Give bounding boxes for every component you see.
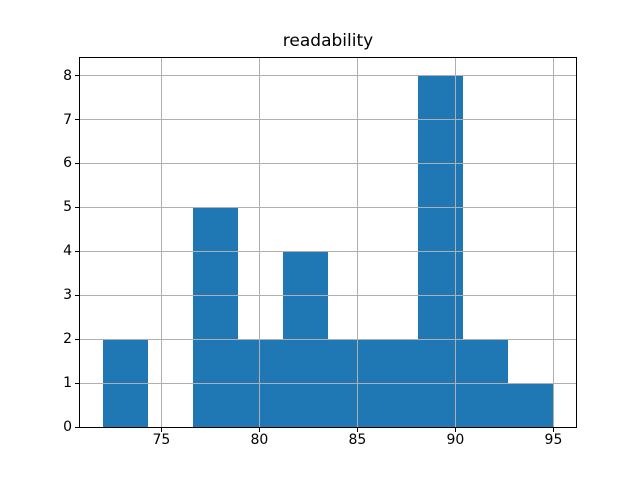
gridline-horizontal: [80, 338, 576, 340]
gridline-vertical: [454, 58, 456, 427]
y-tick-mark: [75, 75, 79, 77]
y-tick-mark: [75, 250, 79, 252]
plot-area: [79, 57, 577, 428]
y-tick-label: 5: [63, 199, 72, 216]
gridline-vertical: [160, 58, 162, 427]
y-tick-mark: [75, 206, 79, 208]
chart-title: readability: [282, 31, 374, 51]
y-tick-label: 0: [63, 419, 72, 435]
gridline-horizontal: [80, 162, 576, 164]
y-tick-label: 1: [63, 375, 72, 392]
gridline-horizontal: [80, 206, 576, 208]
histogram-bar: [192, 207, 238, 427]
y-tick-label: 2: [63, 331, 72, 348]
gridline-horizontal: [80, 119, 576, 120]
y-tick-label: 4: [63, 243, 72, 260]
y-tick-label: 3: [63, 287, 72, 304]
x-tick-mark: [356, 428, 358, 432]
y-tick-label: 7: [63, 111, 72, 128]
y-tick-mark: [75, 426, 79, 428]
y-tick-label: 6: [63, 155, 72, 172]
y-tick-mark: [75, 294, 79, 296]
y-tick-mark: [75, 162, 79, 164]
y-tick-label: 8: [63, 67, 72, 84]
histogram-bar: [508, 383, 554, 427]
gridline-vertical: [258, 58, 260, 427]
x-tick-mark: [160, 428, 162, 432]
x-tick-label: 90: [446, 432, 465, 448]
x-tick-label: 85: [348, 432, 367, 448]
x-tick-label: 95: [544, 432, 563, 448]
gridline-horizontal: [80, 382, 576, 384]
gridline-horizontal: [80, 294, 576, 296]
gridline-horizontal: [80, 250, 576, 252]
gridline-horizontal: [80, 75, 576, 77]
x-tick-label: 75: [152, 432, 171, 448]
y-tick-mark: [75, 338, 79, 340]
x-tick-mark: [258, 428, 260, 432]
x-tick-mark: [552, 428, 554, 432]
y-tick-mark: [75, 119, 79, 120]
gridline-vertical: [552, 58, 554, 427]
gridline-vertical: [356, 58, 358, 427]
y-tick-mark: [75, 382, 79, 384]
x-tick-mark: [454, 428, 456, 432]
x-tick-label: 80: [250, 432, 269, 448]
